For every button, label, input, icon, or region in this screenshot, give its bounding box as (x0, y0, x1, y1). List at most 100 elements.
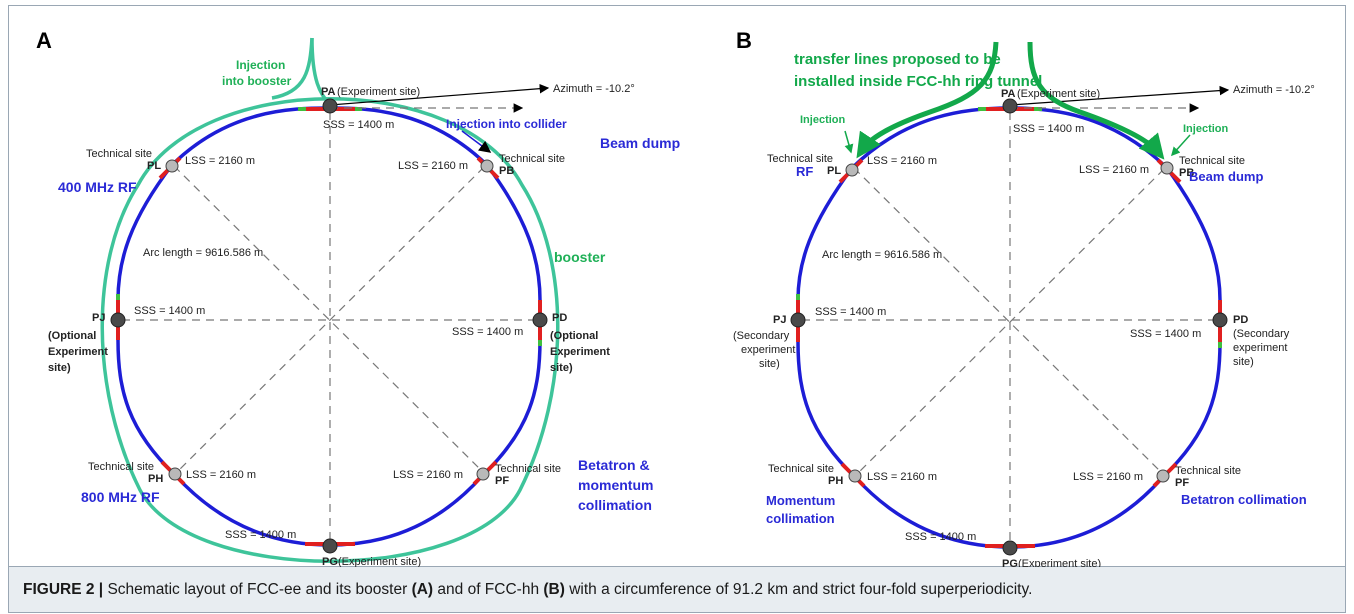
panel-a: A (36, 28, 680, 568)
booster-label: booster (554, 249, 606, 265)
b-tech-pl: Technical site (767, 153, 833, 165)
ph-label: PH (148, 473, 163, 485)
caption-text-2: and of FCC-hh (433, 581, 544, 598)
azimuth-label: Azimuth = -10.2° (553, 83, 635, 95)
injection-arrow-left (844, 130, 854, 154)
azimuth-arrow (329, 83, 550, 106)
transfer-line-right (1027, 41, 1165, 160)
lss-pl: LSS = 2160 m (185, 155, 255, 167)
transfer-line-left (856, 41, 999, 159)
site-pj (110, 312, 126, 328)
pd-note-3: site) (550, 362, 573, 374)
b-tech-ph: Technical site (768, 463, 834, 475)
rf800-label: 800 MHz RF (81, 489, 160, 505)
injection-collider-arrow (461, 130, 492, 153)
dashed-guide-lines-b (802, 103, 1216, 542)
panel-b: B (733, 28, 1315, 570)
pj-label: PJ (92, 312, 105, 324)
pl-label: PL (147, 160, 161, 172)
lss-pb: LSS = 2160 m (398, 160, 468, 172)
pj-note-2: Experiment (48, 346, 108, 358)
momentum-2: collimation (766, 511, 835, 526)
b-lss-ph: LSS = 2160 m (867, 471, 937, 483)
lss-pf: LSS = 2160 m (393, 469, 463, 481)
lss-ph: LSS = 2160 m (186, 469, 256, 481)
b-pd-note-3: site) (1233, 356, 1254, 368)
site-b-ph (848, 469, 862, 483)
sss-bottom: SSS = 1400 m (225, 529, 296, 541)
site-pf (476, 467, 490, 481)
b-azimuth-label: Azimuth = -10.2° (1233, 84, 1315, 96)
b-pd-note-2: experiment (1233, 342, 1287, 354)
b-sss-right: SSS = 1400 m (1130, 328, 1201, 340)
caption-prefix: FIGURE 2 | (23, 581, 104, 598)
b-pj-note-1: (Secondary (733, 330, 790, 342)
site-pl (165, 159, 179, 173)
b-pj-note-3: site) (759, 358, 780, 370)
b-lss-pl: LSS = 2160 m (867, 155, 937, 167)
b-lss-pf: LSS = 2160 m (1073, 471, 1143, 483)
dashed-guide-lines (122, 103, 536, 540)
b-pf-label: PF (1175, 477, 1189, 489)
site-b-pb (1160, 161, 1174, 175)
b-pj-note-2: experiment (741, 344, 795, 356)
pd-label: PD (552, 312, 567, 324)
tech-ph: Technical site (88, 461, 154, 473)
site-pd (532, 312, 548, 328)
b-beam-dump-label: Beam dump (1189, 169, 1263, 184)
tech-pl: Technical site (86, 148, 152, 160)
pf-label: PF (495, 475, 509, 487)
site-b-pd (1212, 312, 1228, 328)
betatron-a-2: momentum (578, 477, 653, 493)
site-pa (322, 98, 338, 114)
pg-label: PG (322, 556, 338, 568)
pb-label: PB (499, 165, 514, 177)
caption-bar: FIGURE 2 | Schematic layout of FCC-ee an… (8, 567, 1346, 613)
injection-arrow-right (1170, 134, 1191, 157)
b-lss-pb: LSS = 2160 m (1079, 164, 1149, 176)
b-tech-pf: Technical site (1175, 465, 1241, 477)
pg-note: (Experiment site) (338, 556, 421, 568)
sss-right: SSS = 1400 m (452, 326, 523, 338)
injection-booster-2: into booster (222, 74, 292, 88)
b-rf-label: RF (796, 164, 813, 179)
site-b-pf (1156, 469, 1170, 483)
b-pa-note: (Experiment site) (1017, 88, 1100, 100)
booster-ring (100, 97, 560, 563)
b-sss-bottom: SSS = 1400 m (905, 531, 976, 543)
pd-note-1: (Optional (550, 330, 598, 342)
caption-text-3: with a circumference of 91.2 km and stri… (564, 581, 1033, 598)
panel-b-label: B (736, 28, 752, 53)
b-pb-label: PB (1179, 167, 1194, 179)
site-ph (168, 467, 182, 481)
caption-ref-b: (B) (543, 581, 565, 598)
site-pb (480, 159, 494, 173)
beam-dump-label: Beam dump (600, 135, 680, 151)
b-pl-label: PL (827, 165, 841, 177)
b-sss-left: SSS = 1400 m (815, 306, 886, 318)
sss-left: SSS = 1400 m (134, 305, 205, 317)
pj-note-1: (Optional (48, 330, 96, 342)
b-pj-label: PJ (773, 314, 786, 326)
tech-pb: Technical site (499, 153, 565, 165)
figure-caption: FIGURE 2 | Schematic layout of FCC-ee an… (23, 581, 1032, 599)
momentum-1: Momentum (766, 493, 835, 508)
betatron-a-3: collimation (578, 497, 652, 513)
azimuth-arrow-b (1009, 85, 1230, 106)
site-b-pg (1002, 540, 1018, 556)
pd-note-2: Experiment (550, 346, 610, 358)
sss-top: SSS = 1400 m (323, 119, 394, 131)
b-pa-label: PA (1001, 88, 1016, 100)
caption-ref-a: (A) (411, 581, 434, 598)
arc-label: Arc length = 9616.586 m (143, 247, 263, 259)
tech-pf: Technical site (495, 463, 561, 475)
b-sss-top: SSS = 1400 m (1013, 123, 1084, 135)
pj-note-3: site) (48, 362, 71, 374)
rf400-label: 400 MHz RF (58, 179, 137, 195)
figure-frame (8, 5, 1346, 567)
pa-note: (Experiment site) (337, 86, 420, 98)
transfer-label-1: transfer lines proposed to be (794, 51, 1001, 68)
injection-booster-1: Injection (236, 58, 285, 72)
betatron-b: Betatron collimation (1181, 492, 1307, 507)
